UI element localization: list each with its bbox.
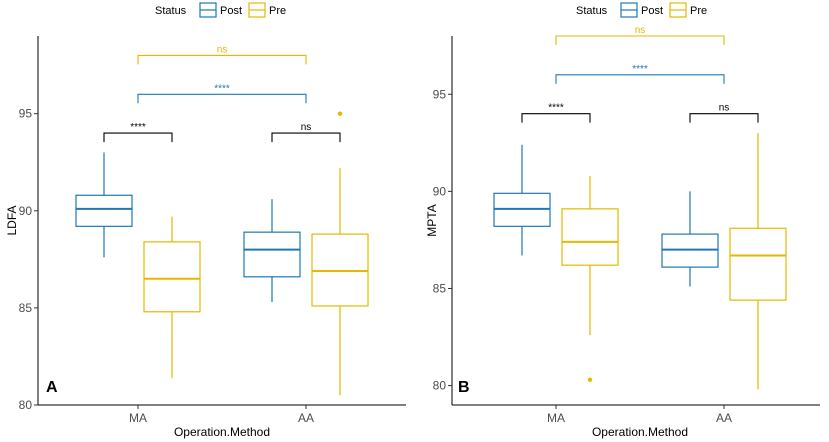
box-iqr — [561, 208, 619, 266]
panel-b: 80 85 90 95 MA AA Operation.Method MPTA B **** ns *… — [425, 25, 820, 439]
legend-post-label: Post — [641, 5, 663, 17]
bracket-line — [555, 35, 725, 45]
bracket-line — [137, 93, 307, 104]
x-axis-title: Operation.Method — [592, 425, 688, 439]
significance-label: ns — [217, 44, 228, 55]
bracket-line — [103, 132, 173, 143]
box-pre-ma — [143, 216, 201, 378]
significance-bracket: **** — [103, 122, 173, 143]
legend-pre-label: Pre — [269, 5, 286, 17]
y-axis-title: MPTA — [425, 204, 439, 236]
significance-label: **** — [130, 122, 146, 133]
outlier-point — [337, 111, 343, 116]
bracket-line — [271, 132, 341, 143]
y-tick-label: 90 — [433, 184, 447, 198]
panel-a: 80 85 90 95 MA AA Operation.Method LDFA A **** ns *… — [5, 36, 406, 439]
significance-bracket: **** — [521, 103, 591, 123]
significance-label: ns — [635, 25, 646, 36]
legend-title: Status — [576, 5, 608, 17]
x-tick-label: MA — [129, 411, 147, 425]
bracket-line — [521, 113, 591, 123]
significance-bracket: ns — [137, 44, 307, 65]
box-iqr — [143, 241, 201, 313]
box-post-aa — [661, 191, 719, 287]
y-tick-label: 80 — [433, 379, 447, 393]
legend-title: Status — [155, 5, 187, 17]
box-iqr — [729, 227, 787, 301]
significance-label: **** — [548, 103, 564, 114]
box-iqr — [243, 231, 301, 278]
box-iqr — [75, 194, 133, 227]
significance-bracket: ns — [555, 25, 725, 45]
bracket-line — [137, 54, 307, 65]
bracket-line — [555, 74, 725, 84]
legend-pre-label: Pre — [690, 5, 707, 17]
box-post-ma — [75, 152, 133, 258]
box-pre-aa — [311, 111, 369, 396]
y-axis-title: LDFA — [5, 205, 19, 235]
x-axis-title: Operation.Method — [174, 425, 270, 439]
y-tick-label: 80 — [19, 398, 33, 412]
significance-label: **** — [214, 83, 230, 94]
significance-bracket: ns — [271, 122, 341, 143]
significance-label: **** — [632, 64, 648, 75]
panel-label: B — [458, 379, 470, 396]
legend-a: Status Post Pre — [155, 2, 286, 18]
legend-post-label: Post — [220, 5, 242, 17]
y-tick-label: 85 — [19, 301, 33, 315]
y-tick-label: 95 — [19, 107, 33, 121]
box-post-aa — [243, 199, 301, 303]
significance-bracket: **** — [137, 83, 307, 104]
panel-label: A — [46, 379, 58, 396]
x-tick-label: AA — [298, 411, 314, 425]
y-tick-label: 90 — [19, 204, 33, 218]
significance-label: ns — [301, 122, 312, 133]
box-pre-ma — [561, 175, 619, 382]
outlier-point — [587, 377, 593, 382]
box-post-ma — [493, 144, 551, 256]
bracket-line — [689, 113, 759, 123]
significance-bracket: ns — [689, 103, 759, 123]
y-tick-label: 85 — [433, 281, 447, 295]
x-tick-label: AA — [716, 411, 732, 425]
significance-label: ns — [719, 103, 730, 114]
x-tick-label: MA — [547, 411, 565, 425]
significance-bracket: **** — [555, 64, 725, 84]
legend-b: Status Post Pre — [576, 2, 707, 18]
box-pre-aa — [729, 133, 787, 390]
y-tick-label: 95 — [433, 87, 447, 101]
